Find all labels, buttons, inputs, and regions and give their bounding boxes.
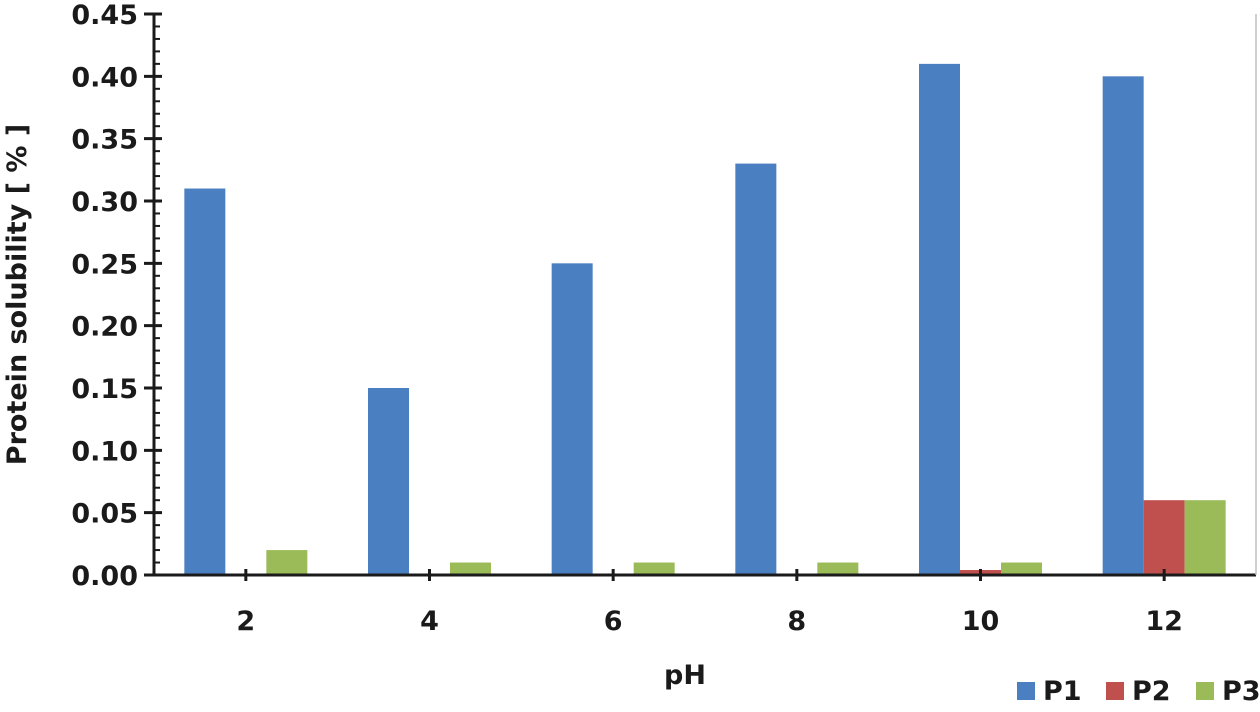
bar-p1-ph-2 [184, 188, 226, 575]
legend-swatch-p3 [1196, 682, 1214, 700]
bars-layer [184, 63, 1226, 576]
x-tick-label: 8 [787, 606, 806, 637]
x-tick-label: 4 [420, 606, 439, 637]
bar-p3-ph-8 [817, 562, 859, 575]
bar-p1-ph-4 [368, 388, 409, 575]
y-tick-label: 0.10 [71, 436, 138, 467]
bar-p3-ph-6 [633, 562, 675, 575]
bar-p1-ph-10 [919, 63, 960, 576]
y-tick-label: 0.00 [71, 561, 138, 592]
y-tick-label: 0.40 [71, 62, 138, 93]
bar-p1-ph-6 [551, 263, 593, 575]
y-tick-label: 0.25 [71, 249, 138, 280]
bar-p3-ph-12 [1184, 500, 1226, 575]
legend: P1 P2 P3 [1017, 676, 1260, 707]
x-axis-title: pH [664, 660, 706, 691]
bar-p1-ph-8 [735, 163, 777, 575]
x-tick-label: 12 [1145, 606, 1183, 637]
y-tick-label: 0.15 [71, 374, 138, 405]
x-tick-label: 10 [962, 606, 1000, 637]
bar-p3-ph-10 [1001, 562, 1042, 575]
bar-p3-ph-4 [450, 562, 491, 575]
x-tick-label: 6 [604, 606, 623, 637]
y-axis-title: Protein solubility [ % ] [2, 124, 33, 465]
x-ticks: 2 4 6 8 10 12 [236, 569, 1183, 637]
y-ticks: 0.00 0.05 0.10 0.15 0.20 0.25 0.30 0.35 0.40 0.45 [71, 0, 162, 592]
legend-label-p1: P1 [1043, 676, 1082, 707]
legend-label-p3: P3 [1222, 676, 1260, 707]
x-tick-label: 2 [236, 606, 255, 637]
bar-p1-ph-12 [1102, 76, 1144, 575]
y-tick-label: 0.05 [71, 499, 138, 530]
y-tick-label: 0.20 [71, 312, 138, 343]
axes-layer [144, 14, 1257, 577]
y-tick-label: 0.35 [71, 125, 138, 156]
legend-label-p2: P2 [1132, 676, 1171, 707]
bar-p2-ph-12 [1143, 500, 1185, 575]
bar-p3-ph-2 [266, 550, 308, 575]
y-tick-label: 0.45 [71, 0, 138, 31]
y-tick-label: 0.30 [71, 187, 138, 218]
legend-swatch-p1 [1017, 682, 1035, 700]
legend-swatch-p2 [1106, 682, 1124, 700]
